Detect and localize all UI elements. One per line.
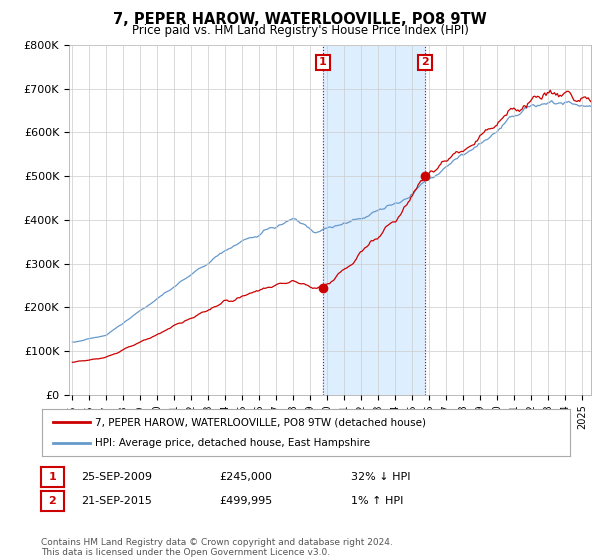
Text: 21-SEP-2015: 21-SEP-2015 — [81, 496, 152, 506]
Text: £245,000: £245,000 — [219, 472, 272, 482]
Text: Price paid vs. HM Land Registry's House Price Index (HPI): Price paid vs. HM Land Registry's House … — [131, 24, 469, 36]
Text: Contains HM Land Registry data © Crown copyright and database right 2024.
This d: Contains HM Land Registry data © Crown c… — [41, 538, 392, 557]
Text: 1% ↑ HPI: 1% ↑ HPI — [351, 496, 403, 506]
Text: 32% ↓ HPI: 32% ↓ HPI — [351, 472, 410, 482]
Text: 1: 1 — [49, 472, 56, 482]
Text: 7, PEPER HAROW, WATERLOOVILLE, PO8 9TW: 7, PEPER HAROW, WATERLOOVILLE, PO8 9TW — [113, 12, 487, 27]
Text: 25-SEP-2009: 25-SEP-2009 — [81, 472, 152, 482]
Text: 2: 2 — [421, 57, 429, 67]
Text: HPI: Average price, detached house, East Hampshire: HPI: Average price, detached house, East… — [95, 438, 370, 448]
Bar — [323, 45, 425, 395]
Text: 2: 2 — [49, 496, 56, 506]
Text: 1: 1 — [319, 57, 327, 67]
Text: 7, PEPER HAROW, WATERLOOVILLE, PO8 9TW (detached house): 7, PEPER HAROW, WATERLOOVILLE, PO8 9TW (… — [95, 417, 426, 427]
Text: £499,995: £499,995 — [219, 496, 272, 506]
